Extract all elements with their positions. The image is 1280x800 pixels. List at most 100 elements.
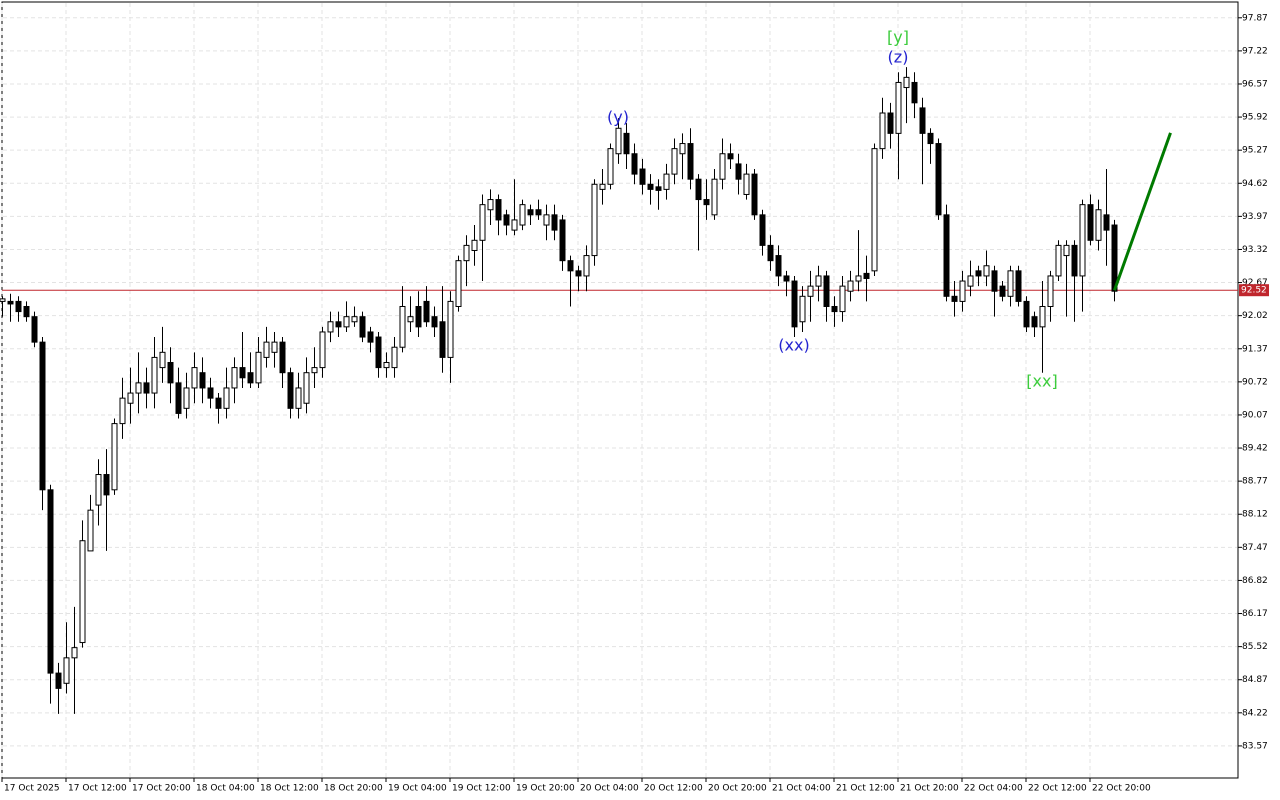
candle-body [103,474,110,496]
candle-body [711,178,718,216]
candle-body [223,387,230,409]
candle-body [423,300,430,323]
candle-body [287,372,294,409]
x-tick-label: 19 Oct 04:00 [388,784,447,794]
candle-body [279,341,286,374]
y-tick-label: 95.92 [1242,113,1268,123]
price-tag-label: 92.52 [1241,286,1267,296]
candle-body [999,285,1006,297]
candle-body [247,372,254,384]
candle-body [335,321,342,328]
candle-body [119,397,126,425]
candle-body [751,173,758,216]
candle-body [1095,209,1102,241]
candle-body [983,265,990,277]
candle-body [935,143,942,216]
candle-body [559,219,566,262]
y-tick-label: 85.52 [1242,642,1268,652]
candle-body [1063,244,1070,257]
x-tick-label: 17 Oct 12:00 [68,784,127,794]
x-tick-label: 18 Oct 04:00 [196,784,255,794]
candle-body [991,270,998,292]
candle-body [551,214,558,231]
candle-body [671,148,678,175]
candle-body [1103,214,1110,231]
candle-body [127,392,134,404]
candle-body [863,272,870,279]
y-tick-label: 92.02 [1242,311,1268,321]
x-tick-label: 20 Oct 04:00 [580,784,639,794]
candle-body [191,367,198,389]
candle-body [767,244,774,262]
candle-body [111,423,118,491]
y-tick-label: 89.42 [1242,444,1268,454]
candle-body [823,275,830,307]
candle-body [215,397,222,409]
candle-body [407,316,414,323]
candle-body [415,305,422,328]
candle-body [1071,244,1078,277]
x-tick-label: 22 Oct 04:00 [964,784,1023,794]
candle-body [199,372,206,389]
candle-body [855,275,862,282]
candle-body [615,127,622,155]
x-tick-label: 22 Oct 20:00 [1092,784,1151,794]
candle-body [719,153,726,180]
candle-body [1087,204,1094,241]
x-tick-label: 21 Oct 20:00 [900,784,959,794]
y-tick-label: 83.57 [1242,741,1268,751]
x-tick-label: 18 Oct 20:00 [324,784,383,794]
candle-body [927,132,934,145]
candle-body [839,285,846,313]
candle-body [495,199,502,221]
candle-body [303,372,310,404]
candle-body [39,341,46,491]
y-tick-label: 90.07 [1242,410,1268,420]
candle-body [567,260,574,272]
x-tick-label: 18 Oct 12:00 [260,784,319,794]
candle-body [87,509,94,552]
candle-body [535,209,542,216]
candle-body [1039,305,1046,328]
y-tick-label: 84.87 [1242,675,1268,685]
candle-body [735,163,742,180]
y-tick-label: 94.62 [1242,179,1268,189]
y-tick-label: 87.47 [1242,543,1268,553]
candle-body [271,341,278,353]
candle-body [911,81,918,104]
y-tick-label: 86.17 [1242,609,1268,619]
forecast-line [1113,132,1172,291]
x-tick-label: 17 Oct 20:00 [132,784,191,794]
candle-body [231,367,238,389]
candle-body [343,316,350,328]
y-tick-label: 92.67 [1242,278,1268,288]
wave-label: (y) [607,108,629,127]
candle-body [95,474,102,506]
x-tick-label: 20 Oct 20:00 [708,784,767,794]
candle-body [799,295,806,323]
candle-body [959,280,966,302]
x-tick-label: 21 Oct 12:00 [836,784,895,794]
candle-body [63,657,70,684]
candle-body [295,387,302,409]
candle-body [727,153,734,160]
candle-body [943,214,950,297]
wave-label: (xx) [778,336,809,355]
candle-body [503,214,510,226]
y-tick-label: 84.22 [1242,708,1268,718]
wave-label: [xx] [1026,372,1057,391]
price-tag [1239,284,1269,297]
candle-body [879,112,886,150]
candle-body [351,316,358,323]
candle-body [791,280,798,328]
candle-body [591,183,598,257]
candle-body [263,341,270,358]
candle-body [871,148,878,272]
x-tick-label: 21 Oct 04:00 [772,784,831,794]
y-tick-label: 97.87 [1242,13,1268,23]
candle-body [599,183,606,190]
candle-body [1055,244,1062,277]
y-tick-label: 88.12 [1242,510,1268,520]
candle-body [487,199,494,211]
